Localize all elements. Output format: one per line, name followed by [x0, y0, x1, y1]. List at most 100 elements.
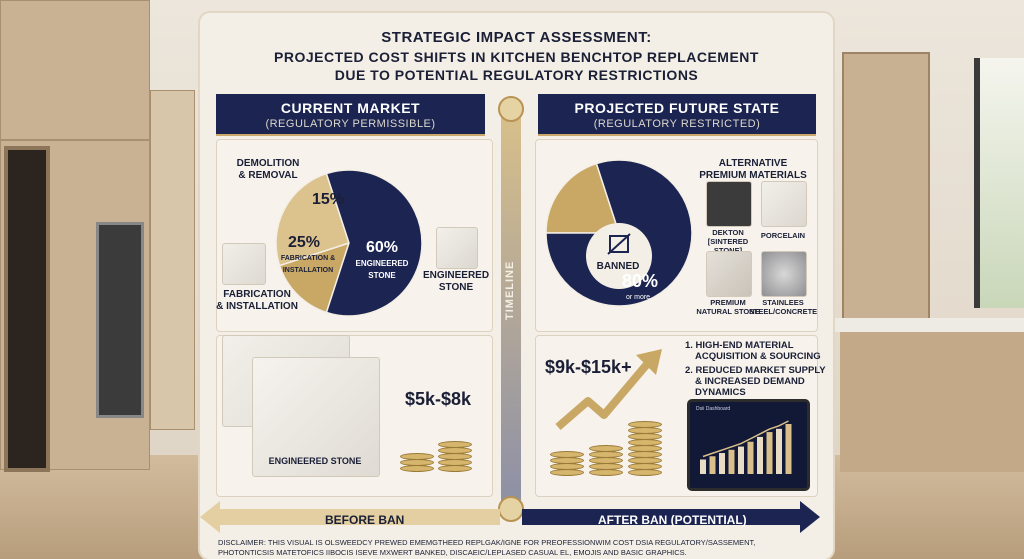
open-shelf-left [150, 90, 195, 430]
material-swatch-steel [761, 251, 807, 297]
wine-rack [842, 52, 930, 324]
coin-stack-icon [438, 447, 472, 454]
coin-stack-icon [589, 457, 623, 464]
tablet-bar [747, 441, 754, 474]
future-pie-pct-note: or more [625, 294, 651, 301]
wine-fridge [4, 146, 50, 472]
coin-stack-icon [550, 469, 584, 476]
material-steel-line2: STEEL/CONCRETE [748, 307, 818, 316]
material-label-dekton: DEKTON [SINTERED STONE] [693, 228, 763, 255]
engineered-stone-slab-front [252, 357, 380, 477]
tablet-bar [700, 459, 706, 474]
before-ban-arrow [200, 501, 500, 533]
pie-label-fabrication-line2: INSTALLATION [282, 267, 334, 274]
current-market-pie-chart [275, 169, 423, 317]
material-swatch-dekton [706, 181, 752, 227]
alternative-title-line2: PREMIUM MATERIALS [699, 170, 807, 181]
tablet-bar [785, 424, 792, 474]
timeline-bar [501, 109, 521, 509]
disclaimer-line2: PHOTONTICSIS MATETOFICS IIBOCIS ISEVE MX… [218, 548, 687, 557]
disclaimer-line1: DISCLAIMER: THIS VISUAL IS OLSWEEDCY PRE… [218, 538, 756, 547]
coin-stack-icon [438, 441, 472, 448]
coin-stack-icon [400, 459, 434, 466]
coin-stack-icon [400, 453, 434, 460]
pie-pct-engineered: 60% [366, 239, 399, 256]
kitchen-window [974, 58, 1024, 308]
banned-center-circle [586, 223, 652, 289]
bullet-supply-line2: & INCREASED DEMAND [695, 376, 805, 387]
material-swatch-porcelain [761, 181, 807, 227]
material-label-steel: STAINLEES STEEL/CONCRETE [748, 298, 818, 316]
upper-cabinets-left [0, 0, 150, 140]
material-natural-line2: NATURAL STONE [696, 307, 760, 316]
banned-icon [607, 233, 631, 255]
pie-slice-banned [545, 162, 621, 234]
callout-demolition-line2: & REMOVAL [238, 170, 298, 181]
tablet-bars [700, 424, 792, 474]
infographic-panel: STRATEGIC IMPACT ASSESSMENT: PROJECTED C… [200, 13, 833, 559]
alternative-title-line1: ALTERNATIVE [718, 158, 788, 169]
bullet-sourcing-line2: ACQUISITION & SOURCING [695, 351, 821, 362]
after-ban-label: AFTER BAN (POTENTIAL) [598, 513, 747, 527]
material-dekton-line1: DEKTON [712, 228, 744, 237]
material-label-porcelain: PORCELAIN [760, 231, 806, 240]
material-steel-line1: STAINLEES [762, 298, 804, 307]
tablet-bar [728, 449, 735, 474]
alternative-materials-title: ALTERNATIVE PREMIUM MATERIALS [698, 158, 808, 182]
timeline-label: TIMELINE [504, 260, 516, 320]
tablet-bar [709, 456, 716, 474]
callout-engineered-stone: ENGINEERED STONE [422, 270, 490, 294]
pie-pct-demolition: 15% [312, 191, 345, 208]
future-price-range: $9k-$15k+ [545, 357, 632, 377]
title-line-1: STRATEGIC IMPACT ASSESSMENT: [381, 29, 652, 46]
pie-label-engineered-line2: STONE [368, 271, 396, 280]
title-line-3: DUE TO POTENTIAL REGULATORY RESTRICTIONS [334, 67, 699, 83]
coin-stack-icon [400, 465, 434, 472]
coin-stack-icon [628, 469, 662, 476]
before-after-arrows [200, 501, 820, 533]
before-ban-label: BEFORE BAN [325, 513, 405, 527]
material-natural-line1: PREMIUM [710, 298, 746, 307]
future-state-title: PROJECTED FUTURE STATE [574, 100, 780, 116]
future-pie-pct: 80% [622, 271, 659, 291]
coin-stack-icon [628, 421, 662, 428]
coin-stack-icon [550, 457, 584, 464]
coin-stack-icon [589, 451, 623, 458]
coin-stack-icon [628, 463, 662, 470]
material-label-natural-stone: PREMIUM NATURAL STONE [693, 298, 763, 316]
coin-stack-icon [628, 457, 662, 464]
current-market-title: CURRENT MARKET [280, 100, 421, 116]
bullet-supply-line1: 2. REDUCED MARKET SUPPLY [685, 365, 826, 376]
tablet-bar [757, 436, 763, 474]
coin-stack-icon [438, 453, 472, 460]
pie-slice-engineered-stone [325, 169, 423, 317]
current-pie-slices [275, 169, 423, 317]
coin-stack-icon [628, 433, 662, 440]
future-state-header: PROJECTED FUTURE STATE (REGULATORY RESTR… [538, 94, 816, 134]
fabrication-sample-thumb [222, 243, 266, 285]
future-state-pie-chart [545, 159, 693, 307]
callout-engineered-line1: ENGINEERED [422, 270, 490, 281]
wall-oven [96, 222, 144, 418]
bullet-supply: 2. REDUCED MARKET SUPPLY & INCREASED DEM… [685, 365, 826, 398]
callout-fabrication: FABRICATION & INSTALLATION [214, 289, 300, 313]
coin-stack-icon [550, 463, 584, 470]
tablet-trend-line [702, 420, 789, 458]
coin-stack-icon [550, 451, 584, 458]
coin-stack-icon [589, 445, 623, 452]
disclaimer-text: DISCLAIMER: THIS VISUAL IS OLSWEEDCY PRE… [218, 538, 818, 558]
title-line-2: PROJECTED COST SHIFTS IN KITCHEN BENCHTO… [274, 49, 759, 65]
engineered-stone-slab-label: ENGINEERED STONE [268, 456, 362, 466]
banned-label: BANNED [596, 261, 640, 272]
rising-arrow-icon [555, 349, 662, 431]
kitchen-counter [835, 318, 1024, 332]
dashboard-tablet: Dsii Dashboard [687, 399, 810, 491]
callout-demolition: DEMOLITION & REMOVAL [232, 158, 304, 182]
after-ban-arrow [522, 501, 820, 533]
material-swatch-natural-stone [706, 251, 752, 297]
tablet-bar-chart [700, 420, 792, 474]
bullet-sourcing-line1: 1. HIGH-END MATERIAL [685, 340, 794, 351]
coin-stack-icon [438, 465, 472, 472]
lower-cabinets-right [840, 332, 1024, 472]
coin-stack-icon [589, 463, 623, 470]
